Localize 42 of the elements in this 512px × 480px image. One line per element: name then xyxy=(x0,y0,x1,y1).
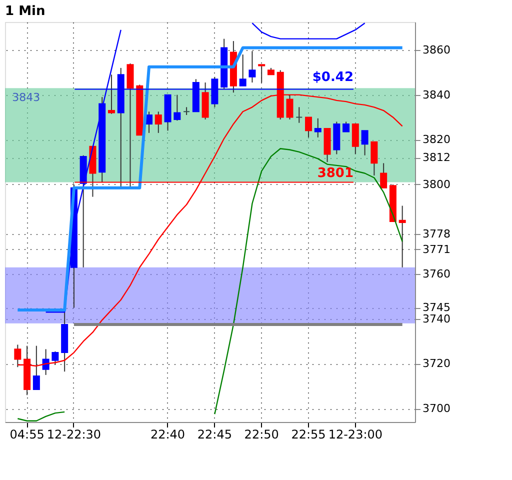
candlestick xyxy=(52,350,59,366)
x-tick-label: 12-23:00 xyxy=(328,428,383,442)
band-label: 3843 xyxy=(12,91,40,104)
candlestick xyxy=(183,106,190,116)
candlestick xyxy=(398,205,406,268)
candlestick xyxy=(248,50,256,84)
y-tick-label: 3771 xyxy=(422,242,450,256)
y-tick-label: 3740 xyxy=(422,312,450,326)
x-tick-label: 22:50 xyxy=(244,428,279,442)
ref-line-label: 3801 xyxy=(317,166,354,182)
annotation: $0.42 xyxy=(312,70,354,85)
candlestick xyxy=(380,162,388,188)
candlestick xyxy=(361,130,368,156)
candlestick xyxy=(154,111,162,134)
candlestick xyxy=(342,121,350,132)
y-tick-label: 3840 xyxy=(422,88,450,102)
candlestick xyxy=(239,54,246,86)
candlestick xyxy=(42,348,50,376)
candlestick xyxy=(296,106,303,124)
y-tick-label: 3745 xyxy=(422,301,450,314)
x-tick-label: 22:45 xyxy=(197,428,232,442)
x-tick-label: 04:55 xyxy=(10,428,44,442)
candlestick xyxy=(305,116,312,138)
y-tick-label: 3812 xyxy=(422,151,450,164)
x-tick-label: 22:55 xyxy=(291,428,326,442)
candlestick xyxy=(32,345,40,390)
y-tick-label: 3720 xyxy=(422,357,450,370)
candlestick xyxy=(258,64,266,84)
y-tick-label: 3700 xyxy=(422,402,450,416)
candlestick xyxy=(352,123,359,155)
y-tick-label: 3778 xyxy=(422,227,450,240)
candlestick xyxy=(108,74,115,114)
y-tick-label: 3860 xyxy=(422,44,450,57)
y-tick-label: 3760 xyxy=(422,268,450,281)
candlestick xyxy=(174,94,181,122)
y-tick-label: 3820 xyxy=(422,133,450,146)
x-tick-label: 22:40 xyxy=(150,428,186,442)
chart-title: 1 Min xyxy=(5,4,46,19)
candlestick xyxy=(370,141,378,176)
y-tick-label: 3800 xyxy=(422,178,450,191)
candlestick xyxy=(314,118,322,138)
x-tick-label: 12-22:30 xyxy=(46,428,102,442)
